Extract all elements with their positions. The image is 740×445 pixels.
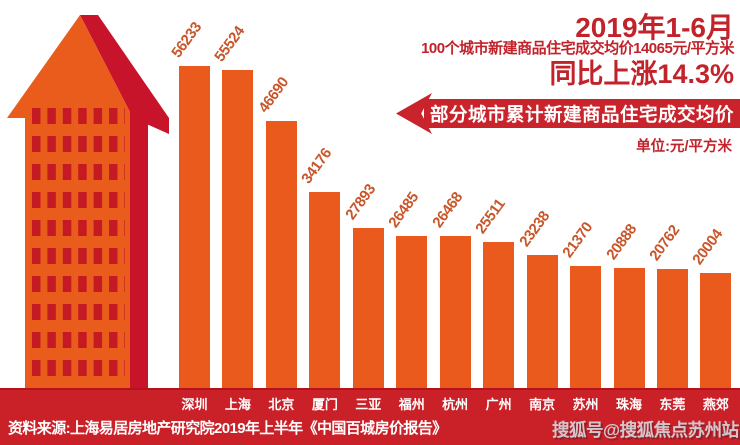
x-axis-city-label: 上海 [224, 397, 251, 412]
bar-深圳 [179, 66, 210, 388]
x-axis-city-label: 厦门 [311, 397, 338, 412]
bar-东莞 [656, 269, 688, 388]
bar-value-label: 21370 [559, 219, 597, 261]
average-price-subtitle: 100个城市新建商品住宅成交均价14065元/平方米 [421, 40, 734, 57]
bar-value-label: 20004 [689, 226, 727, 268]
bar-珠海 [613, 268, 645, 388]
x-axis-city-label: 广州 [485, 397, 512, 412]
x-axis-city-label: 三亚 [355, 397, 382, 412]
bar-value-label: 23238 [515, 208, 553, 250]
bar-value-label: 26485 [385, 189, 423, 231]
report-period-title: 2019年1-6月 [575, 12, 734, 43]
yoy-increase-text: 同比上涨14.3% [549, 59, 734, 89]
bar-value-label: 20888 [602, 221, 640, 263]
bar-value-label: 27893 [342, 181, 379, 223]
watermark-text: 搜狐号@搜狐焦点苏州站 [552, 420, 739, 440]
bar-福州 [396, 236, 428, 388]
unit-label: 单位:元/平方米 [636, 139, 732, 155]
bar-上海 [222, 70, 254, 388]
bar-南京 [526, 255, 558, 388]
x-axis-city-label: 福州 [398, 397, 425, 412]
bar-苏州 [570, 266, 602, 388]
bottom-red-band: 资料来源:上海易居房地产研究院2019年上半年《中国百城房价报告》 搜狐号@搜狐… [0, 388, 740, 445]
bar-杭州 [439, 236, 471, 388]
x-axis-city-label: 苏州 [572, 397, 599, 412]
x-axis-city-label: 珠海 [615, 397, 643, 412]
x-axis-city-label: 北京 [268, 397, 295, 412]
bar-value-label: 25511 [472, 195, 509, 237]
bar-value-label: 26468 [428, 189, 466, 231]
arrow-up-building-icon [7, 15, 169, 388]
bar-燕郊 [700, 273, 732, 388]
x-axis-city-label: 南京 [529, 397, 556, 412]
x-axis-city-label: 杭州 [442, 397, 469, 412]
bar-value-label: 56233 [168, 19, 206, 61]
bar-三亚 [352, 228, 384, 388]
x-axis-city-label: 东莞 [659, 397, 686, 412]
bar-chart: 56233 55524 46690 34176 27893 26485 26468 25511… [168, 19, 732, 388]
chart-title-ribbon: 部分城市累计新建商品住宅成交均价 [424, 99, 740, 128]
x-axis-city-label: 深圳 [181, 397, 208, 412]
chart-title: 部分城市累计新建商品住宅成交均价 [429, 103, 734, 125]
bar-value-label: 20762 [646, 222, 683, 264]
bar-广州 [483, 242, 515, 388]
bar-北京 [265, 121, 297, 388]
bar-value-label: 55524 [211, 23, 249, 65]
bar-value-label: 34176 [298, 145, 336, 187]
bar-厦门 [309, 192, 341, 388]
data-source-text: 资料来源:上海易居房地产研究院2019年上半年《中国百城房价报告》 [8, 420, 447, 437]
bar-value-label: 46690 [255, 74, 292, 116]
x-axis-city-label: 燕郊 [702, 397, 729, 412]
